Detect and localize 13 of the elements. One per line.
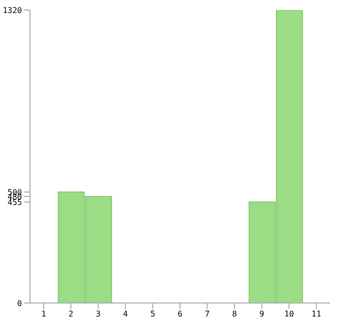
x-tick-label: 7 bbox=[204, 310, 210, 319]
x-tick-label: 3 bbox=[96, 310, 101, 319]
x-tick-label: 5 bbox=[150, 310, 156, 319]
x-tick-label: 6 bbox=[178, 310, 183, 319]
x-tick-label: 2 bbox=[68, 310, 74, 319]
x-tick-label: 8 bbox=[232, 310, 238, 319]
y-tick-label: 1320 bbox=[2, 6, 22, 15]
x-tick-label: 11 bbox=[312, 310, 322, 319]
y-tick-label: 0 bbox=[17, 298, 22, 308]
x-tick-label: 10 bbox=[284, 310, 294, 319]
x-tick-label: 4 bbox=[123, 310, 128, 319]
x-tick-label: 9 bbox=[259, 310, 264, 319]
x-tick-label: 1 bbox=[41, 310, 46, 319]
